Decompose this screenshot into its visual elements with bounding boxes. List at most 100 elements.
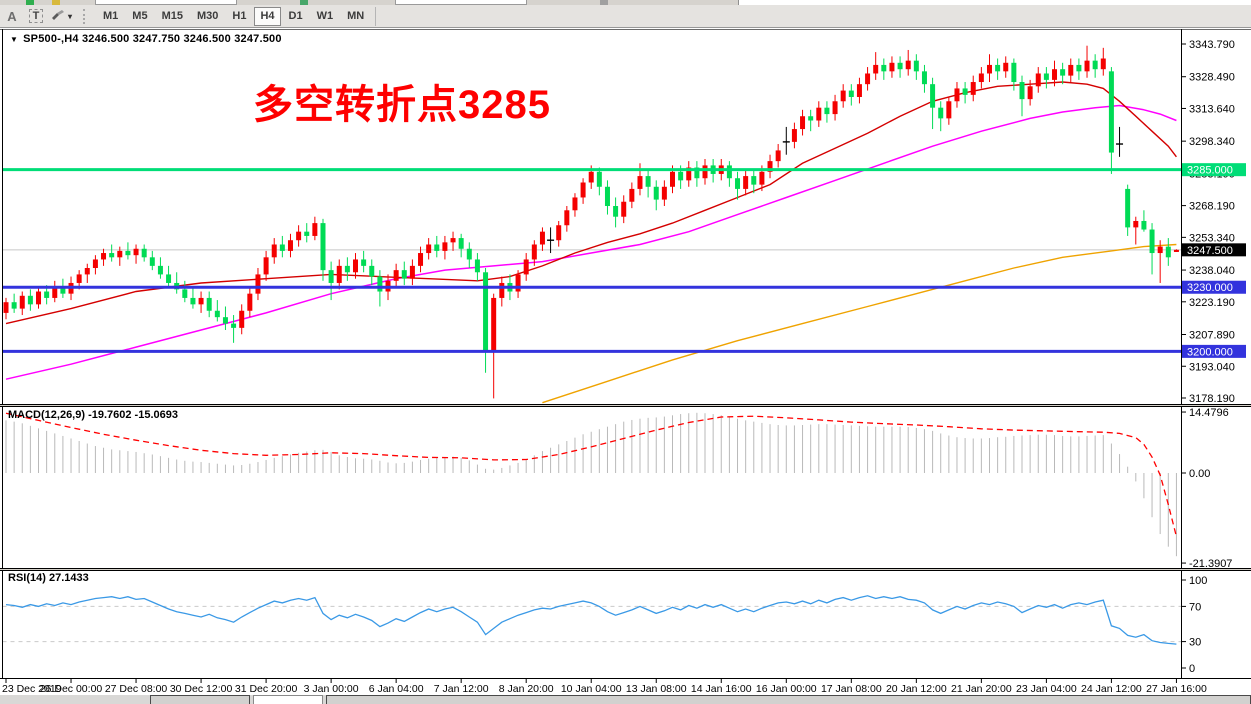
timeframe-button-H1[interactable]: H1 (232, 10, 247, 22)
time-tick-label: 14 Jan 16:00 (691, 683, 752, 695)
timeframe-button-M1[interactable]: M1 (103, 10, 119, 22)
candle-body (531, 244, 537, 260)
timeframe-button-W1[interactable]: W1 (316, 10, 334, 22)
price-badge (1182, 280, 1246, 294)
candle-body (1019, 82, 1025, 100)
scrollbar-segment[interactable] (150, 695, 250, 704)
candle-body (336, 265, 342, 283)
candle-body (832, 101, 838, 115)
candle-body (678, 171, 684, 181)
candle-body (669, 171, 675, 187)
candle-body (166, 274, 172, 283)
candle-body (596, 171, 602, 187)
time-tick-label: 21 Jan 20:00 (951, 683, 1012, 695)
toolbar-separator (375, 6, 377, 26)
candle-body (1011, 62, 1017, 83)
candle-body (759, 171, 765, 185)
candle-body (84, 268, 90, 275)
candle-body (190, 297, 196, 305)
clipped-upper-toolbar (0, 0, 739, 5)
macd-pane (5, 412, 1178, 557)
candle-body (247, 293, 253, 311)
candle-body (840, 90, 846, 102)
macd-signal-line (5, 412, 1178, 537)
text-tool-button[interactable]: T (26, 7, 46, 26)
timeframe-button-M15[interactable]: M15 (161, 10, 183, 22)
macd-indicator-label: MACD(12,26,9) -19.7602 -15.0693 (8, 409, 178, 421)
chart-annotation-text: 多空转折点3285 (253, 83, 551, 127)
price-tick-label: 3238.040 (1189, 265, 1235, 277)
candle-body (466, 248, 472, 260)
candle-body (588, 171, 594, 183)
candle-body (458, 238, 464, 249)
time-tick-label: 20 Jan 12:00 (886, 683, 947, 695)
candle-body (369, 265, 375, 277)
candle-body (401, 270, 407, 279)
candle-body (938, 107, 944, 119)
time-tick-label: 24 Jan 12:00 (1081, 683, 1142, 695)
label-tool-icon: A (7, 8, 17, 24)
rsi-axis: 100 70 30 0 (1182, 575, 1207, 675)
candle-body (1100, 58, 1106, 70)
candle-body (970, 82, 976, 95)
candle-body (1076, 64, 1082, 72)
candle-body (1108, 71, 1114, 153)
price-badge-label: 3285.000 (1187, 165, 1233, 177)
horizontal-lines-layer (2, 168, 1181, 353)
shapes-tool-button[interactable]: ▾ (50, 7, 72, 26)
price-badge (1182, 163, 1246, 177)
chart-canvas[interactable]: 3343.7903328.4903313.6403298.3403283.190… (0, 29, 1251, 704)
candle-body (702, 165, 708, 179)
label-tool-button[interactable]: A (2, 7, 22, 26)
price-tick-label: 3268.190 (1189, 201, 1235, 213)
toolbar-grip[interactable] (83, 8, 89, 24)
time-tick-label: 6 Jan 04:00 (369, 683, 424, 695)
ma-mid-line (5, 104, 1177, 380)
symbol-dropdown-icon[interactable]: ▼ (10, 35, 19, 44)
candle-body (580, 182, 586, 198)
macd-tick-label: 0.00 (1189, 468, 1210, 480)
candle-body (645, 176, 651, 187)
candle-body (824, 107, 830, 115)
candle-body (409, 265, 415, 279)
price-axis: 3343.7903328.4903313.6403298.3403283.190… (1182, 39, 1235, 405)
timeframe-button-D1[interactable]: D1 (288, 10, 303, 22)
candle-body (44, 291, 50, 298)
timeframe-button-MN[interactable]: MN (347, 10, 365, 22)
candle-body (613, 206, 619, 217)
candle-body (572, 197, 578, 211)
candle-body (751, 176, 757, 185)
timeframe-button-M5[interactable]: M5 (132, 10, 148, 22)
time-tick-label: 23 Dec 2019 (2, 683, 62, 695)
rsi-pane (2, 595, 1181, 645)
candle-body (1092, 60, 1098, 70)
scrollbar-thumb[interactable] (253, 695, 323, 704)
time-tick-label: 16 Jan 00:00 (756, 683, 817, 695)
candle-body (1060, 69, 1066, 76)
candle-body (661, 186, 667, 200)
candle-body (320, 223, 326, 271)
time-tick-label: 17 Jan 08:00 (821, 683, 882, 695)
candle-body (60, 287, 66, 294)
candle-body (873, 64, 879, 74)
price-badge-label: 3247.500 (1187, 245, 1233, 257)
price-pane (2, 81, 1181, 404)
timeframe-button-M30[interactable]: M30 (196, 10, 219, 22)
candle-body (1003, 62, 1009, 72)
symbol-title[interactable]: ▼ SP500-,H4 3246.500 3247.750 3246.500 32… (10, 33, 282, 45)
price-badge-label: 3230.000 (1187, 282, 1233, 294)
candle-body (353, 259, 359, 273)
candle-body (27, 295, 33, 305)
candle-body (304, 231, 310, 236)
scrollbar-segment[interactable] (326, 695, 1251, 704)
time-tick-label: 27 Jan 16:00 (1146, 683, 1207, 695)
candle-body (726, 165, 732, 179)
pane-borders (0, 29, 1251, 679)
toolbar-fragment-field (395, 0, 527, 5)
timeframe-button-H4[interactable]: H4 (254, 6, 281, 26)
time-tick-label: 8 Jan 20:00 (499, 683, 554, 695)
time-tick-label: 7 Jan 12:00 (434, 683, 489, 695)
candle-body (986, 64, 992, 74)
candle-body (621, 201, 627, 217)
